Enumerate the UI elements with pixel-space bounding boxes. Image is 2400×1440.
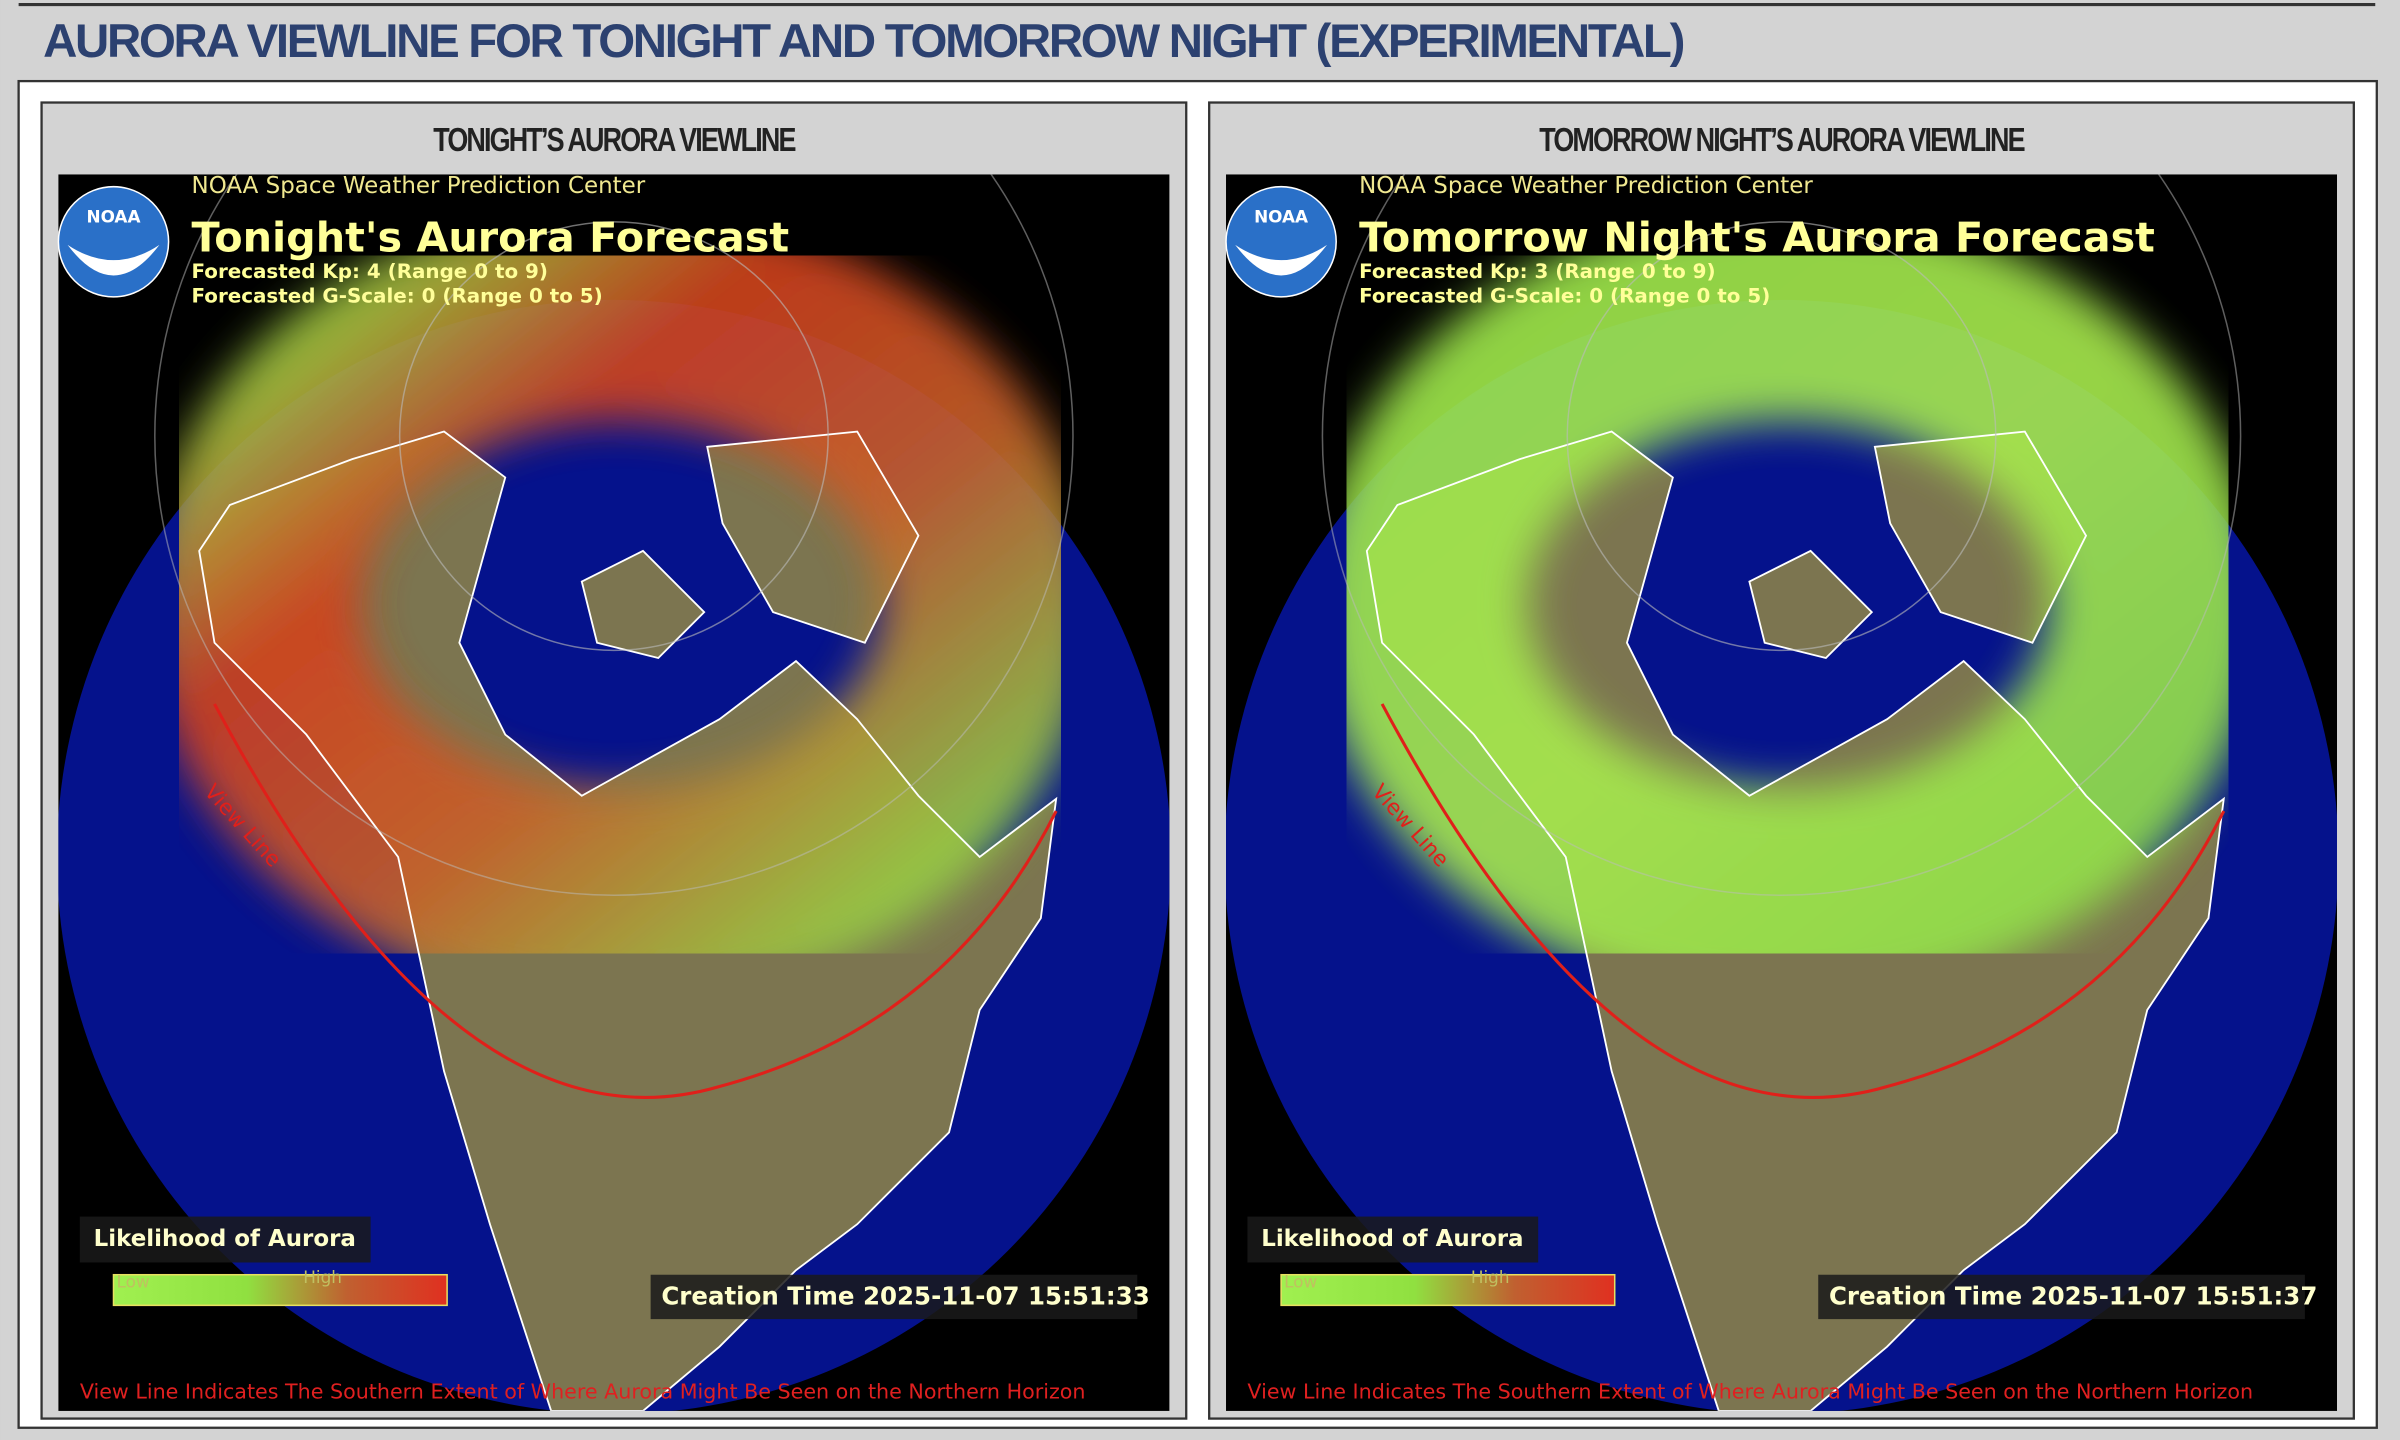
page-title: AURORA VIEWLINE FOR TONIGHT AND TOMORROW… (43, 15, 1683, 68)
map: View Line (58, 174, 1170, 1411)
legend-box (1247, 1216, 1539, 1263)
legend-title: Likelihood of Aurora (1261, 1226, 1523, 1252)
graticule (154, 174, 1074, 896)
legend-title: Likelihood of Aurora (94, 1226, 356, 1252)
legend-high: High (303, 1267, 342, 1287)
noaa-logo-text: NOAA (86, 206, 140, 226)
map: View Line (1226, 174, 2338, 1411)
forecast-title: Tonight's Aurora Forecast (192, 213, 790, 261)
noaa-logo (1225, 185, 1337, 298)
footer-note: View Line Indicates The Southern Extent … (1247, 1380, 2253, 1404)
panel-heading: TONIGHT’S AURORA VIEWLINE (433, 121, 796, 159)
creation-box (1818, 1274, 2305, 1320)
noaa-logo-bird (1235, 244, 1328, 276)
creation-time: Creation Time 2025-11-07 15:51:33 (661, 1282, 1149, 1311)
panel-heading: TOMORROW NIGHT’S AURORA VIEWLINE (1539, 121, 2025, 159)
legend-high: High (1471, 1267, 1510, 1287)
legend-low: Low (117, 1271, 150, 1291)
gscale-label: Forecasted G-Scale: 0 (Range 0 to 5) (192, 284, 603, 307)
noaa-logo-bird (67, 244, 160, 276)
graticule (1321, 174, 2242, 896)
creation-box (650, 1274, 1138, 1320)
forecast-panel: TOMORROW NIGHT’S AURORA VIEWLINE View Lin… (1208, 101, 2355, 1420)
source-label: NOAA Space Weather Prediction Center (1359, 173, 1813, 199)
gscale-label: Forecasted G-Scale: 0 (Range 0 to 5) (1359, 284, 1770, 307)
coastlines (198, 430, 1058, 1411)
legend-box (79, 1216, 371, 1263)
footer-note: View Line Indicates The Southern Extent … (80, 1380, 1086, 1404)
legend-bar (112, 1273, 448, 1307)
legend-low: Low (1284, 1271, 1317, 1291)
noaa-logo-text: NOAA (1254, 206, 1308, 226)
creation-time: Creation Time 2025-11-07 15:51:37 (1829, 1282, 2317, 1311)
noaa-logo (57, 185, 170, 298)
view-line (213, 703, 1058, 1099)
coastlines (1365, 430, 2225, 1411)
forecast-title: Tomorrow Night's Aurora Forecast (1359, 213, 2155, 261)
graticule (398, 221, 829, 652)
view-line (1380, 703, 2226, 1099)
kp-label: Forecasted Kp: 3 (Range 0 to 9) (1359, 260, 1715, 283)
graticule (1566, 221, 1997, 652)
legend-bar (1280, 1273, 1616, 1307)
source-label: NOAA Space Weather Prediction Center (192, 173, 646, 199)
kp-label: Forecasted Kp: 4 (Range 0 to 9) (192, 260, 548, 283)
